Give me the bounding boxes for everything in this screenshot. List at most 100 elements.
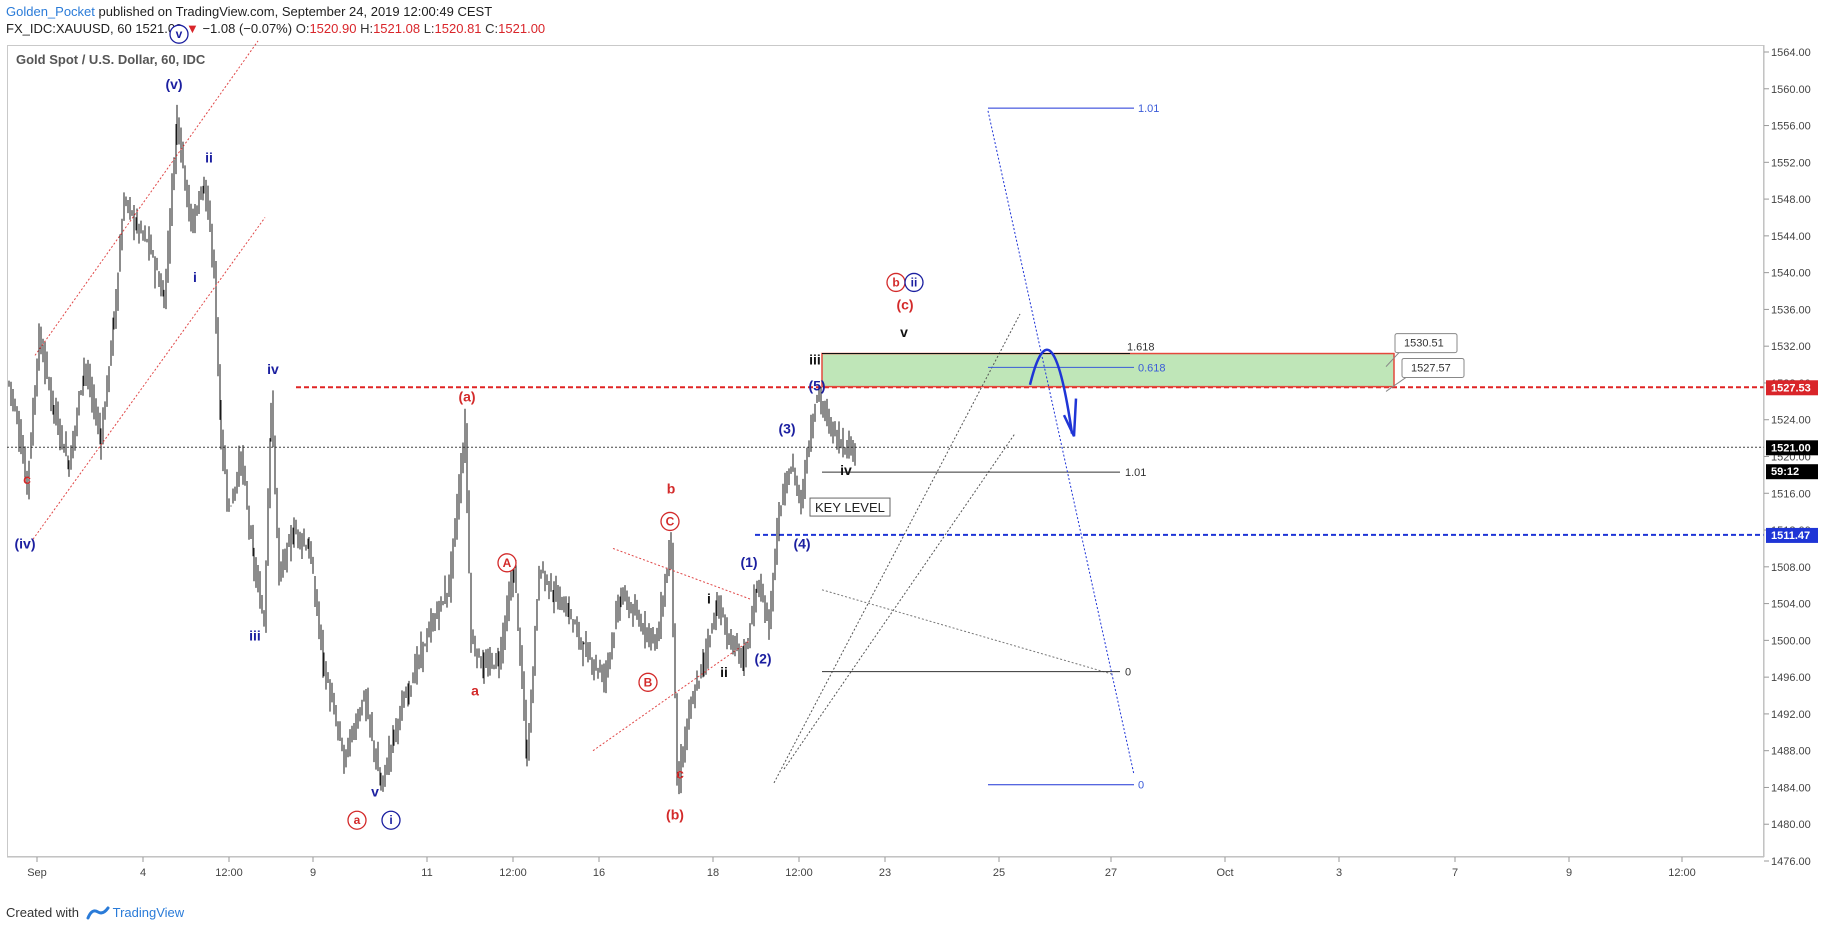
price-tick-label: 1484.00 bbox=[1771, 782, 1811, 794]
price-tick-label: 1564.00 bbox=[1771, 47, 1811, 59]
wave-label-circle bbox=[660, 511, 680, 532]
author-link[interactable]: Golden_Pocket bbox=[6, 4, 95, 19]
time-tick-label: 23 bbox=[879, 867, 891, 879]
price-label-bg bbox=[1766, 527, 1818, 543]
open-label: O: bbox=[295, 21, 310, 36]
zone-callout-text: 1530.51 bbox=[1404, 338, 1444, 350]
wave-label-text: (iv) bbox=[15, 535, 36, 551]
time-tick-label: 12:00 bbox=[215, 867, 243, 879]
price-label-bg bbox=[1766, 464, 1818, 480]
wave-label-text: a bbox=[354, 813, 361, 827]
time-tick-label: 7 bbox=[1452, 867, 1458, 879]
bars-layer bbox=[8, 104, 856, 795]
wave-label-text: c bbox=[23, 471, 31, 487]
time-tick-label: 11 bbox=[421, 867, 432, 879]
wave-label: i bbox=[193, 269, 197, 285]
time-tick-label: 18 bbox=[707, 867, 719, 879]
zone-callout: 1530.51 bbox=[1385, 333, 1458, 367]
wave-label-text: A bbox=[503, 556, 512, 570]
price-label-bg bbox=[1766, 440, 1818, 456]
time-tick-label: Sep bbox=[27, 867, 47, 879]
footer: Created with TradingView bbox=[6, 905, 184, 923]
price-tick-label: 1492.00 bbox=[1771, 709, 1811, 721]
low-label: L: bbox=[423, 21, 435, 36]
wave-label-text: (4) bbox=[793, 535, 810, 551]
fib-label-0618: 0.618 bbox=[1138, 362, 1166, 374]
wave-label-circle bbox=[638, 672, 658, 692]
wave-label-text: v bbox=[371, 784, 379, 800]
low-value: 1520.81 bbox=[434, 21, 482, 36]
down-arrow-icon: ▼ bbox=[185, 21, 199, 36]
price-tick-label: 1516.00 bbox=[1771, 488, 1811, 500]
price-label: 1527.53 bbox=[1766, 380, 1818, 396]
wave-label-circle bbox=[347, 810, 367, 830]
symbol-label: FX_IDC:XAUUSD, 60 bbox=[6, 21, 132, 36]
drawings-layer: 1.01 1.618 0.618 1.01 0 0 KEY LEVEL 1530.51 1527… bbox=[32, 40, 1465, 792]
zone-callout-pointer bbox=[1385, 377, 1407, 392]
tradingview-logo-icon bbox=[86, 906, 110, 923]
fib-diagonal bbox=[821, 589, 1114, 675]
wave-label-text: i bbox=[389, 813, 392, 827]
wave-label: ii bbox=[205, 149, 213, 165]
created-with-text: Created with bbox=[6, 905, 79, 920]
wave-label: (1) bbox=[740, 554, 757, 570]
time-tick-label: 4 bbox=[140, 867, 146, 879]
wave-label: iii bbox=[249, 627, 261, 643]
wave-label-text: C bbox=[666, 514, 675, 528]
wave-label: (iv) bbox=[15, 535, 36, 551]
fib-label-upper-101: 1.01 bbox=[1138, 103, 1159, 115]
wave-label-text: iv bbox=[840, 462, 852, 478]
wave-label: (v) bbox=[165, 76, 182, 92]
high-label: H: bbox=[360, 21, 374, 36]
time-tick-label: 16 bbox=[593, 867, 605, 879]
tradingview-link[interactable]: TradingView bbox=[112, 905, 185, 920]
price-tick-label: 1500.00 bbox=[1771, 635, 1811, 647]
wave-label-text: iii bbox=[809, 352, 821, 368]
close-value: 1521.00 bbox=[498, 21, 546, 36]
publish-header: Golden_Pocket published on TradingView.c… bbox=[6, 4, 492, 19]
fib-label-lower-101: 1.01 bbox=[1125, 467, 1146, 479]
channel-line-upper bbox=[34, 40, 259, 356]
wave-label: B bbox=[638, 672, 658, 692]
price-tick-label: 1488.00 bbox=[1771, 746, 1811, 758]
wave-label: i bbox=[707, 591, 711, 607]
wave-label: (2) bbox=[754, 650, 771, 666]
wave-label-text: (c) bbox=[896, 296, 913, 312]
time-tick-label: 12:00 bbox=[785, 867, 813, 879]
triangle-line-upper bbox=[612, 547, 751, 600]
wave-label: A bbox=[497, 553, 517, 573]
wave-label-text: ii bbox=[720, 664, 728, 680]
wave-label: a bbox=[471, 683, 479, 699]
wave-label: v bbox=[371, 784, 379, 800]
zone-callout-box bbox=[1394, 333, 1458, 354]
wave-label-text: c bbox=[676, 765, 684, 781]
price-tick-label: 1560.00 bbox=[1771, 84, 1811, 96]
price-tick-label: 1504.00 bbox=[1771, 599, 1811, 611]
triangle-line-lower bbox=[592, 639, 751, 752]
wave-label: v bbox=[169, 24, 189, 44]
time-tick-label: 9 bbox=[1566, 867, 1572, 879]
price-tick-label: 1556.00 bbox=[1771, 121, 1811, 133]
wave-label: iv bbox=[267, 361, 279, 377]
wave-label-text: b bbox=[667, 480, 676, 496]
price-tick-label: 1536.00 bbox=[1771, 304, 1811, 316]
wave-label-text: i bbox=[193, 269, 197, 285]
wave-label-text: v bbox=[176, 27, 183, 41]
wave-label-text: i bbox=[707, 591, 711, 607]
axis-layer: 1564.00 1560.00 1556.00 1552.00 1548.00 1544.… bbox=[7, 45, 1818, 879]
zone-callout-text: 1527.57 bbox=[1411, 362, 1451, 374]
time-tick-label: Oct bbox=[1216, 867, 1233, 879]
fib-label-1618: 1.618 bbox=[1127, 342, 1155, 354]
price-label-text: 1527.53 bbox=[1771, 382, 1811, 394]
time-tick-label: 27 bbox=[1105, 867, 1117, 879]
wave-label: (4) bbox=[793, 535, 810, 551]
fib-label-zero-a: 0 bbox=[1125, 667, 1131, 679]
price-tick-label: 1548.00 bbox=[1771, 194, 1811, 206]
time-tick-label: 12:00 bbox=[1668, 867, 1696, 879]
wave-label: iii bbox=[809, 352, 821, 368]
wave-label-text: (5) bbox=[808, 377, 825, 393]
wave-label-text: iv bbox=[267, 361, 279, 377]
wave-label: (a) bbox=[458, 388, 475, 404]
